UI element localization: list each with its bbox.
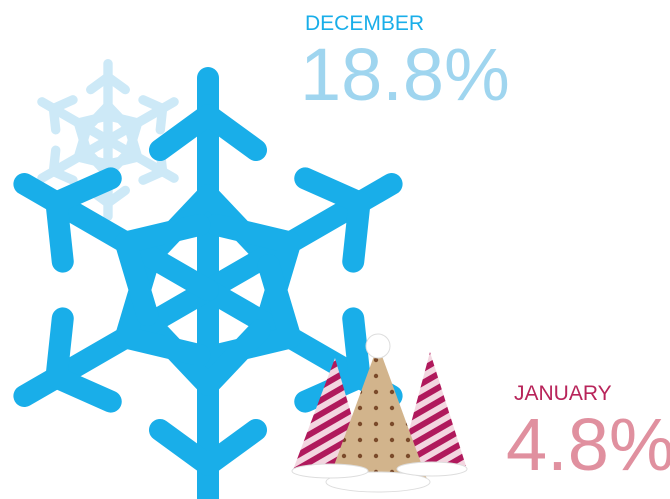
- month-label: DECEMBER: [305, 12, 424, 35]
- percent-value: 4.8%: [506, 403, 670, 486]
- percent-value: 18.8%: [300, 33, 510, 116]
- month-label: JANUARY: [514, 382, 612, 405]
- party-hats: [291, 333, 468, 493]
